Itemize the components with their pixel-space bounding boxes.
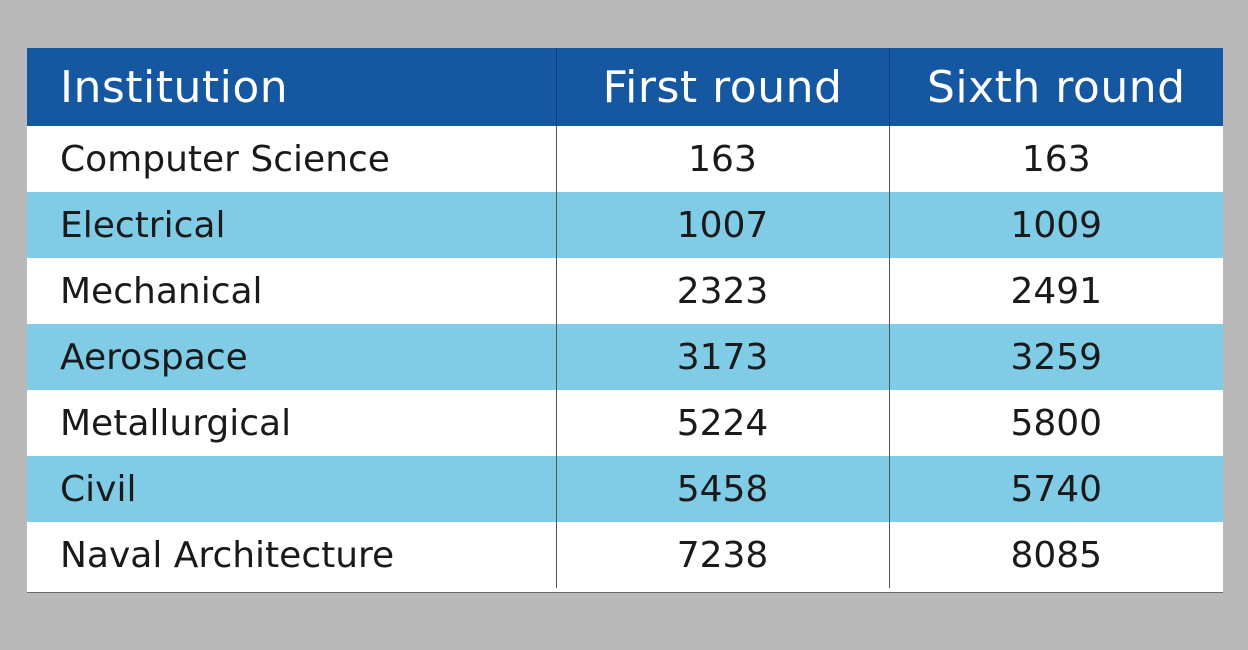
table-row-electrical: Electrical 1007 1009 <box>27 192 1223 258</box>
institution-cell: Computer Science <box>60 138 390 180</box>
sixth-round-cell: 2491 <box>888 258 1223 324</box>
table-row-metallurgical: Metallurgical 5224 5800 <box>27 390 1223 456</box>
first-round-cell: 7238 <box>555 522 889 588</box>
institution-cell: Metallurgical <box>60 402 292 444</box>
column-header-institution: Institution <box>60 61 289 113</box>
table-row-mechanical: Mechanical 2323 2491 <box>27 258 1223 324</box>
sixth-round-cell: 5740 <box>888 456 1223 522</box>
table-header-row: Institution First round Sixth round <box>27 48 1223 126</box>
institution-cell: Electrical <box>60 204 226 246</box>
institution-cell: Aerospace <box>60 336 248 378</box>
table-row-naval-architecture: Naval Architecture 7238 8085 <box>27 522 1223 588</box>
column-header-sixth-round: Sixth round <box>888 48 1223 126</box>
institution-cell: Mechanical <box>60 270 263 312</box>
first-round-cell: 5224 <box>555 390 889 456</box>
sixth-round-cell: 8085 <box>888 522 1223 588</box>
table-row-aerospace: Aerospace 3173 3259 <box>27 324 1223 390</box>
sixth-round-cell: 1009 <box>888 192 1223 258</box>
sixth-round-cell: 3259 <box>888 324 1223 390</box>
table-row-computer-science: Computer Science 163 163 <box>27 126 1223 192</box>
first-round-cell: 163 <box>555 126 889 192</box>
first-round-cell: 3173 <box>555 324 889 390</box>
institution-cell: Naval Architecture <box>60 534 395 576</box>
first-round-cell: 1007 <box>555 192 889 258</box>
first-round-cell: 5458 <box>555 456 889 522</box>
first-round-cell: 2323 <box>555 258 889 324</box>
sixth-round-cell: 163 <box>888 126 1223 192</box>
sixth-round-cell: 5800 <box>888 390 1223 456</box>
column-header-first-round: First round <box>555 48 889 126</box>
institution-cell: Civil <box>60 468 137 510</box>
rank-table: Institution First round Sixth round Comp… <box>27 48 1223 588</box>
rank-table-container: Institution First round Sixth round Comp… <box>27 48 1223 593</box>
table-body: Computer Science 163 163 Electrical 1007 1009… <box>27 126 1223 588</box>
table-row-civil: Civil 5458 5740 <box>27 456 1223 522</box>
